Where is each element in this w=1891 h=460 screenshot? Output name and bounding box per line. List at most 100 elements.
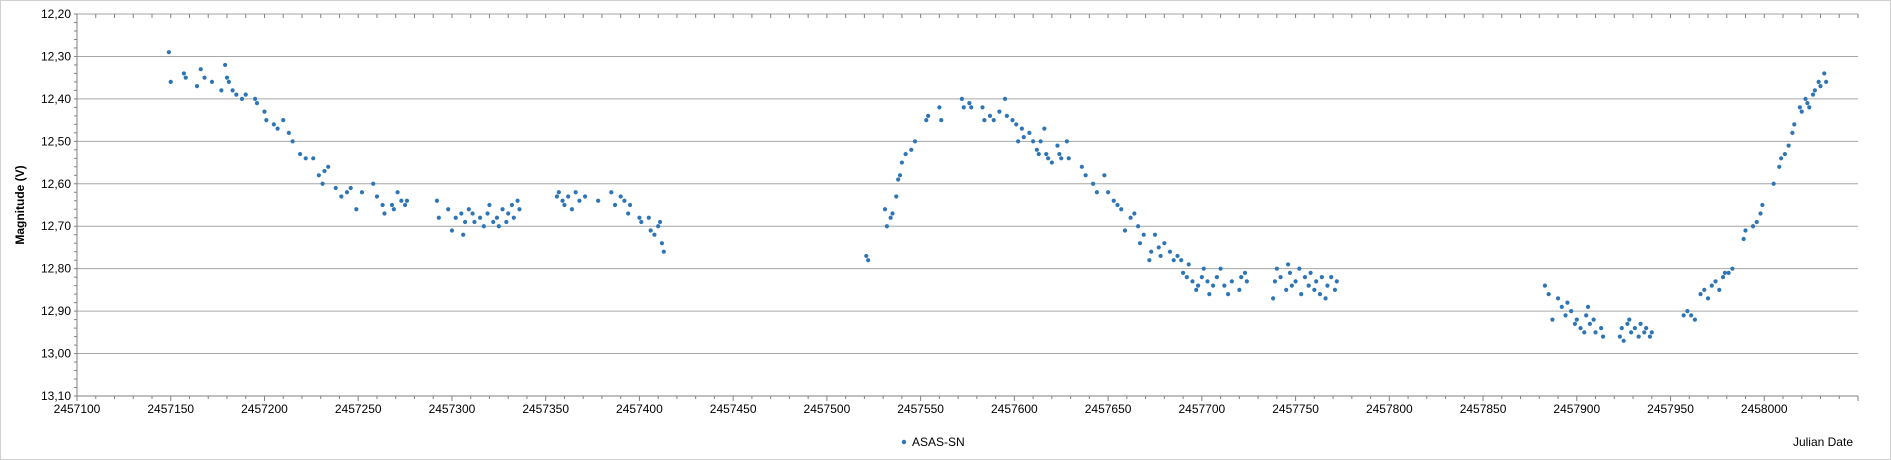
data-point: [1810, 92, 1816, 97]
data-point: [896, 177, 901, 182]
data-point: [1199, 275, 1204, 280]
data-point: [1325, 283, 1330, 288]
data-point: [198, 67, 203, 72]
data-point: [1818, 84, 1823, 89]
data-point: [1207, 292, 1212, 297]
data-point: [1237, 287, 1242, 292]
data-point: [382, 211, 387, 216]
data-point: [371, 181, 376, 186]
data-point: [224, 75, 230, 80]
data-point: [1059, 156, 1064, 161]
data-point: [1743, 228, 1748, 233]
data-point: [894, 194, 899, 199]
data-point: [648, 228, 653, 233]
data-point: [1599, 325, 1604, 331]
data-point: [1584, 313, 1589, 318]
data-point: [1805, 101, 1810, 106]
data-point: [459, 211, 464, 216]
data-point: [909, 147, 914, 152]
data-point: [1046, 156, 1051, 161]
data-point: [1293, 279, 1298, 284]
data-point: [462, 219, 468, 225]
data-point: [1201, 266, 1206, 271]
data-point: [1094, 190, 1099, 195]
data-point: [1285, 262, 1291, 267]
data-point: [1760, 202, 1765, 208]
data-point: [234, 92, 239, 97]
y-tick-labels: 12,20 12,30 12,40 12,50 12,60 12,70 12,80 12,90…: [41, 7, 71, 403]
data-point: [1049, 160, 1054, 165]
axes: [74, 13, 1859, 401]
data-point: [434, 198, 440, 203]
data-point: [1758, 211, 1763, 216]
data-point: [1055, 143, 1060, 148]
data-point: [1149, 249, 1154, 254]
data-point: [1799, 109, 1804, 114]
data-point: [1014, 122, 1019, 127]
data-point: [359, 190, 365, 195]
data-point: [275, 126, 280, 131]
data-point: [1242, 270, 1248, 276]
data-point: [1555, 296, 1561, 301]
y-tick-label: 12,50: [41, 134, 71, 148]
data-point: [1319, 275, 1324, 280]
data-point: [303, 156, 308, 161]
data-point: [1730, 266, 1735, 271]
data-point: [622, 198, 627, 203]
data-point: [1709, 283, 1714, 288]
data-point: [1591, 317, 1596, 322]
data-point: [997, 109, 1002, 114]
data-point: [618, 194, 623, 199]
data-point: [1644, 325, 1649, 331]
data-point: [884, 224, 889, 229]
data-point: [637, 215, 642, 220]
data-point: [646, 215, 651, 220]
data-point: [297, 151, 303, 157]
data-point: [1750, 224, 1756, 229]
data-point: [890, 211, 895, 216]
data-point: [466, 207, 471, 212]
data-point: [515, 198, 520, 203]
data-point: [991, 118, 996, 123]
data-point: [573, 190, 578, 195]
x-tick-label: 2457800: [1366, 402, 1413, 416]
data-point: [1278, 275, 1283, 280]
data-point: [1284, 287, 1289, 292]
data-point: [1010, 118, 1015, 123]
data-point: [243, 92, 248, 97]
data-point: [1270, 296, 1276, 301]
data-point: [446, 207, 451, 212]
data-point: [1713, 279, 1718, 284]
data-point: [316, 173, 321, 178]
data-point: [1137, 241, 1143, 246]
data-point: [374, 194, 380, 199]
data-point: [1162, 241, 1167, 246]
data-point: [1717, 287, 1722, 292]
data-point: [500, 207, 505, 212]
data-point: [1136, 224, 1141, 229]
data-point: [659, 241, 665, 246]
data-point: [354, 207, 359, 212]
data-point: [1115, 202, 1120, 208]
data-point: [271, 122, 276, 127]
x-axis-title: Julian Date: [1793, 435, 1853, 449]
data-point: [1563, 313, 1568, 318]
data-point: [1585, 304, 1591, 309]
x-tick-label: 2457450: [710, 402, 757, 416]
data-point: [472, 219, 477, 225]
data-point: [395, 190, 400, 195]
x-tick-label: 2457500: [804, 402, 851, 416]
data-point: [1779, 156, 1784, 161]
data-point: [1698, 292, 1703, 297]
data-point: [967, 101, 972, 106]
data-point: [657, 219, 663, 225]
data-point: [1314, 279, 1319, 284]
grid-lines: [77, 13, 1858, 397]
data-point: [333, 185, 338, 191]
data-point: [656, 224, 661, 229]
data-point: [639, 219, 644, 225]
data-point: [1158, 253, 1163, 259]
x-tick-label: 2457600: [991, 402, 1038, 416]
data-point: [1797, 105, 1802, 110]
legend-marker: [901, 439, 907, 445]
